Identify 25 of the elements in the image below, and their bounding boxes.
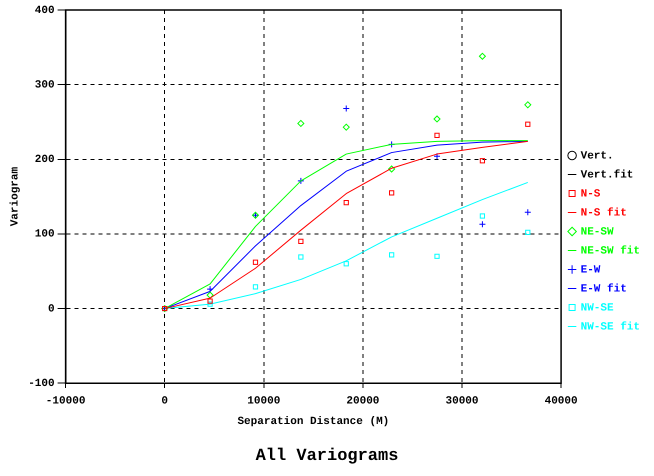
y-tick-label: 100: [34, 228, 55, 241]
legend-label: Vert.fit: [580, 168, 634, 182]
legend-label: NW-SE fit: [580, 320, 640, 334]
x-tick-label: 10000: [247, 396, 280, 408]
legend-label: NW-SE: [580, 302, 614, 314]
legend-label: Vert.: [580, 150, 614, 162]
y-tick-label: 400: [34, 4, 55, 17]
x-tick-label: 30000: [445, 396, 478, 408]
y-tick-label: 200: [34, 154, 55, 166]
legend-label: NE-SW fit: [580, 244, 640, 258]
x-tick-label: 20000: [346, 396, 380, 408]
legend-label: N-S: [580, 188, 601, 200]
y-tick-label: -100: [28, 378, 55, 390]
legend-label: N-S fit: [580, 206, 627, 220]
x-tick-label: 40000: [544, 396, 578, 408]
legend-label: E-W: [580, 264, 601, 276]
x-axis-title: Separation Distance (M): [237, 416, 390, 428]
text: All Variograms: [256, 447, 398, 466]
x-tick-label: 0: [161, 396, 168, 408]
legend-label: NE-SW: [580, 226, 614, 238]
y-tick-label: 300: [34, 79, 55, 92]
legend-label: E-W fit: [580, 282, 627, 296]
y-axis-title: Variogram: [9, 166, 22, 226]
x-tick-label: -10000: [46, 396, 86, 408]
y-tick-label: 0: [48, 303, 55, 316]
